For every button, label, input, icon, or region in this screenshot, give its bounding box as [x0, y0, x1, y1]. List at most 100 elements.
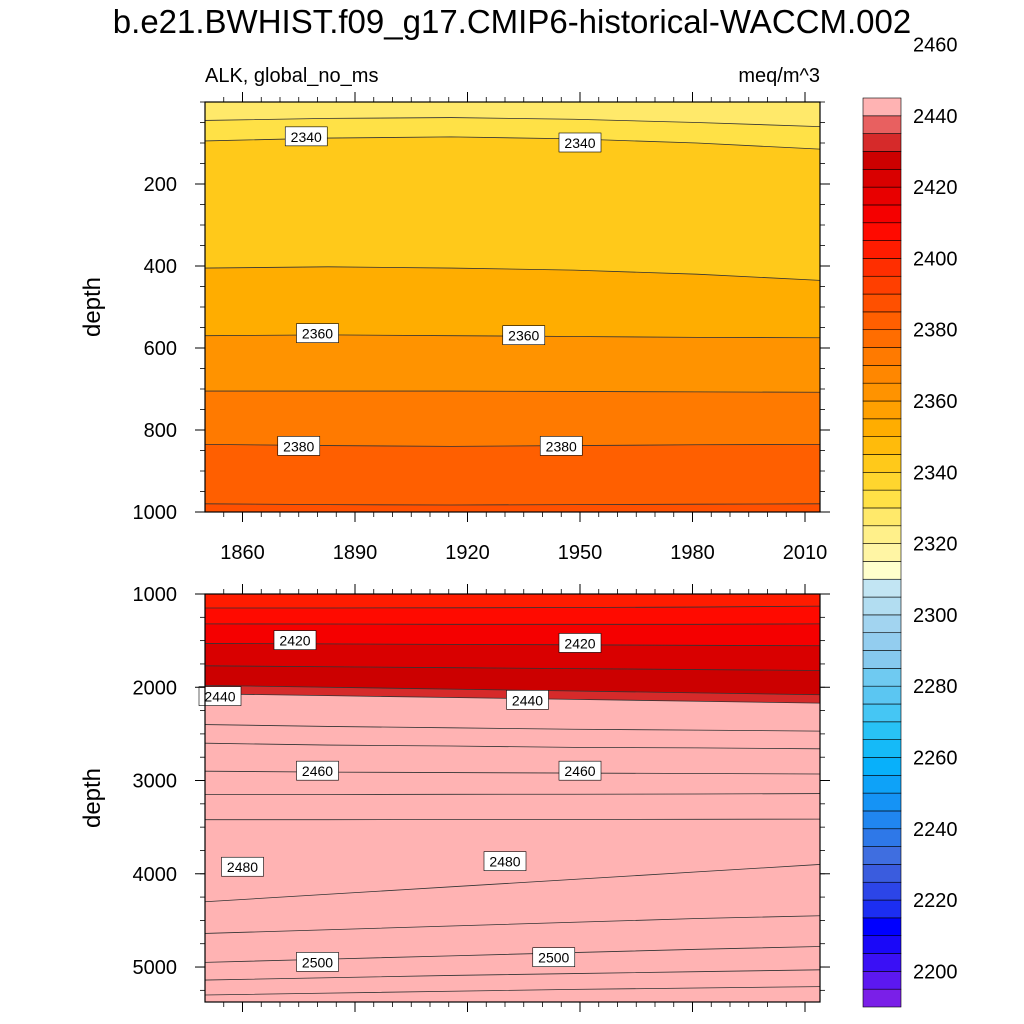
svg-text:2460: 2460 — [302, 763, 333, 779]
y-tick-label: 1000 — [133, 502, 178, 524]
colorbar-box — [862, 168, 902, 188]
svg-text:2500: 2500 — [538, 950, 569, 966]
colorbar-tick-label: 2280 — [913, 676, 958, 698]
contour-band — [205, 117, 820, 150]
svg-text:2420: 2420 — [564, 635, 595, 651]
colorbar-tick-label: 2300 — [913, 605, 958, 627]
colorbar-tick-label: 2200 — [913, 961, 958, 983]
contour-line — [205, 665, 820, 671]
colorbar-box — [862, 329, 902, 348]
x-tick-label: 1980 — [670, 542, 715, 564]
colorbar-box — [862, 650, 902, 669]
x-tick-label: 1860 — [220, 542, 265, 564]
svg-text:2440: 2440 — [204, 689, 235, 705]
contour-line — [205, 117, 820, 127]
contour-band — [205, 503, 820, 512]
colorbar-tick-label: 2380 — [913, 320, 958, 342]
colorbar-box — [862, 240, 902, 259]
colorbar-box — [862, 186, 902, 206]
colorbar-box — [862, 721, 902, 740]
y-tick-label: 800 — [144, 420, 177, 442]
colorbar-box — [862, 899, 902, 919]
colorbar-tick-label: 2460 — [913, 35, 958, 57]
contour-band — [205, 102, 820, 127]
contour-band — [205, 915, 820, 963]
colorbar-box — [862, 668, 902, 687]
upper-panel: 2340 2340 2360 2360 2380 2380 200 400 600 800 1000… — [79, 92, 830, 564]
svg-text:2480: 2480 — [489, 854, 520, 870]
colorbar-box — [862, 115, 902, 134]
y-tick-label: 3000 — [133, 771, 178, 793]
contour-label: 2420 — [273, 630, 317, 650]
colorbar-box — [862, 97, 902, 117]
contour-label: 2360 — [502, 325, 546, 346]
contour-band — [205, 771, 820, 795]
y-tick-label: 1000 — [133, 584, 178, 606]
contour-label: 2500 — [532, 947, 576, 968]
y-axis-label: depth — [79, 277, 106, 337]
subtitle-right: meq/m^3 — [738, 65, 820, 87]
contour-band — [205, 743, 820, 774]
colorbar-tick-label: 2320 — [913, 534, 958, 556]
colorbar-tick-label: 2360 — [913, 391, 958, 413]
colorbar-box — [862, 935, 902, 954]
colorbar-box — [862, 917, 902, 937]
svg-text:2440: 2440 — [512, 692, 543, 708]
contour-label: 2440 — [198, 686, 242, 706]
y-tick-label: 600 — [144, 338, 177, 360]
svg-text:2340: 2340 — [564, 135, 595, 151]
colorbar-tick-label: 2220 — [913, 890, 958, 912]
contour-band — [205, 623, 820, 646]
colorbar-box — [862, 632, 902, 651]
colorbar-box — [862, 204, 902, 224]
contour-band — [205, 793, 820, 820]
colorbar-tick-label: 2240 — [913, 819, 958, 841]
colorbar-box — [862, 810, 902, 830]
contour-label: 2380 — [539, 436, 583, 456]
svg-text:2480: 2480 — [227, 859, 258, 875]
colorbar-tick-label: 2340 — [913, 462, 958, 484]
svg-text:2380: 2380 — [546, 438, 577, 454]
contour-band — [205, 986, 820, 1002]
colorbar-box — [862, 988, 902, 1008]
contour-band — [205, 724, 820, 749]
x-tick-label: 1920 — [445, 542, 490, 564]
colorbar-box — [862, 382, 902, 402]
x-tick-label: 1890 — [333, 542, 378, 564]
svg-text:2340: 2340 — [291, 129, 322, 145]
colorbar-box — [862, 596, 902, 616]
svg-text:2360: 2360 — [302, 326, 333, 342]
y-tick-label: 400 — [144, 256, 177, 278]
contour-label: 2420 — [558, 633, 602, 653]
contour-line — [205, 605, 820, 609]
svg-text:2500: 2500 — [302, 954, 333, 970]
x-tick-label: 1950 — [558, 542, 603, 564]
contour-line — [205, 724, 820, 732]
colorbar-box — [862, 507, 902, 527]
y-axis-label: depth — [79, 768, 106, 828]
x-tick-label: 2010 — [783, 542, 828, 564]
contour-fills — [205, 102, 820, 512]
svg-text:2360: 2360 — [508, 328, 539, 344]
colorbar-box — [862, 561, 902, 580]
contour-line — [205, 793, 820, 795]
contour-band — [205, 266, 820, 338]
chart-title: b.e21.BWHIST.f09_g17.CMIP6-historical-WA… — [113, 3, 911, 40]
colorbar-box — [862, 828, 902, 847]
contour-band — [205, 391, 820, 447]
colorbar-box — [862, 133, 902, 152]
colorbar-box — [862, 757, 902, 776]
contour-label: 2440 — [506, 690, 549, 710]
contour-fills — [205, 594, 820, 1002]
contour-label: 2340 — [284, 126, 328, 147]
contour-band — [205, 643, 820, 671]
colorbar-box — [862, 471, 902, 491]
contour-line — [205, 915, 820, 934]
colorbar-box — [862, 774, 902, 794]
contour-line — [205, 969, 820, 981]
subtitle-left: ALK, global_no_ms — [205, 65, 378, 87]
contour-label: 2460 — [558, 760, 602, 781]
colorbar-box — [862, 614, 902, 634]
colorbar-box — [862, 739, 902, 758]
colorbar-box — [862, 275, 902, 295]
